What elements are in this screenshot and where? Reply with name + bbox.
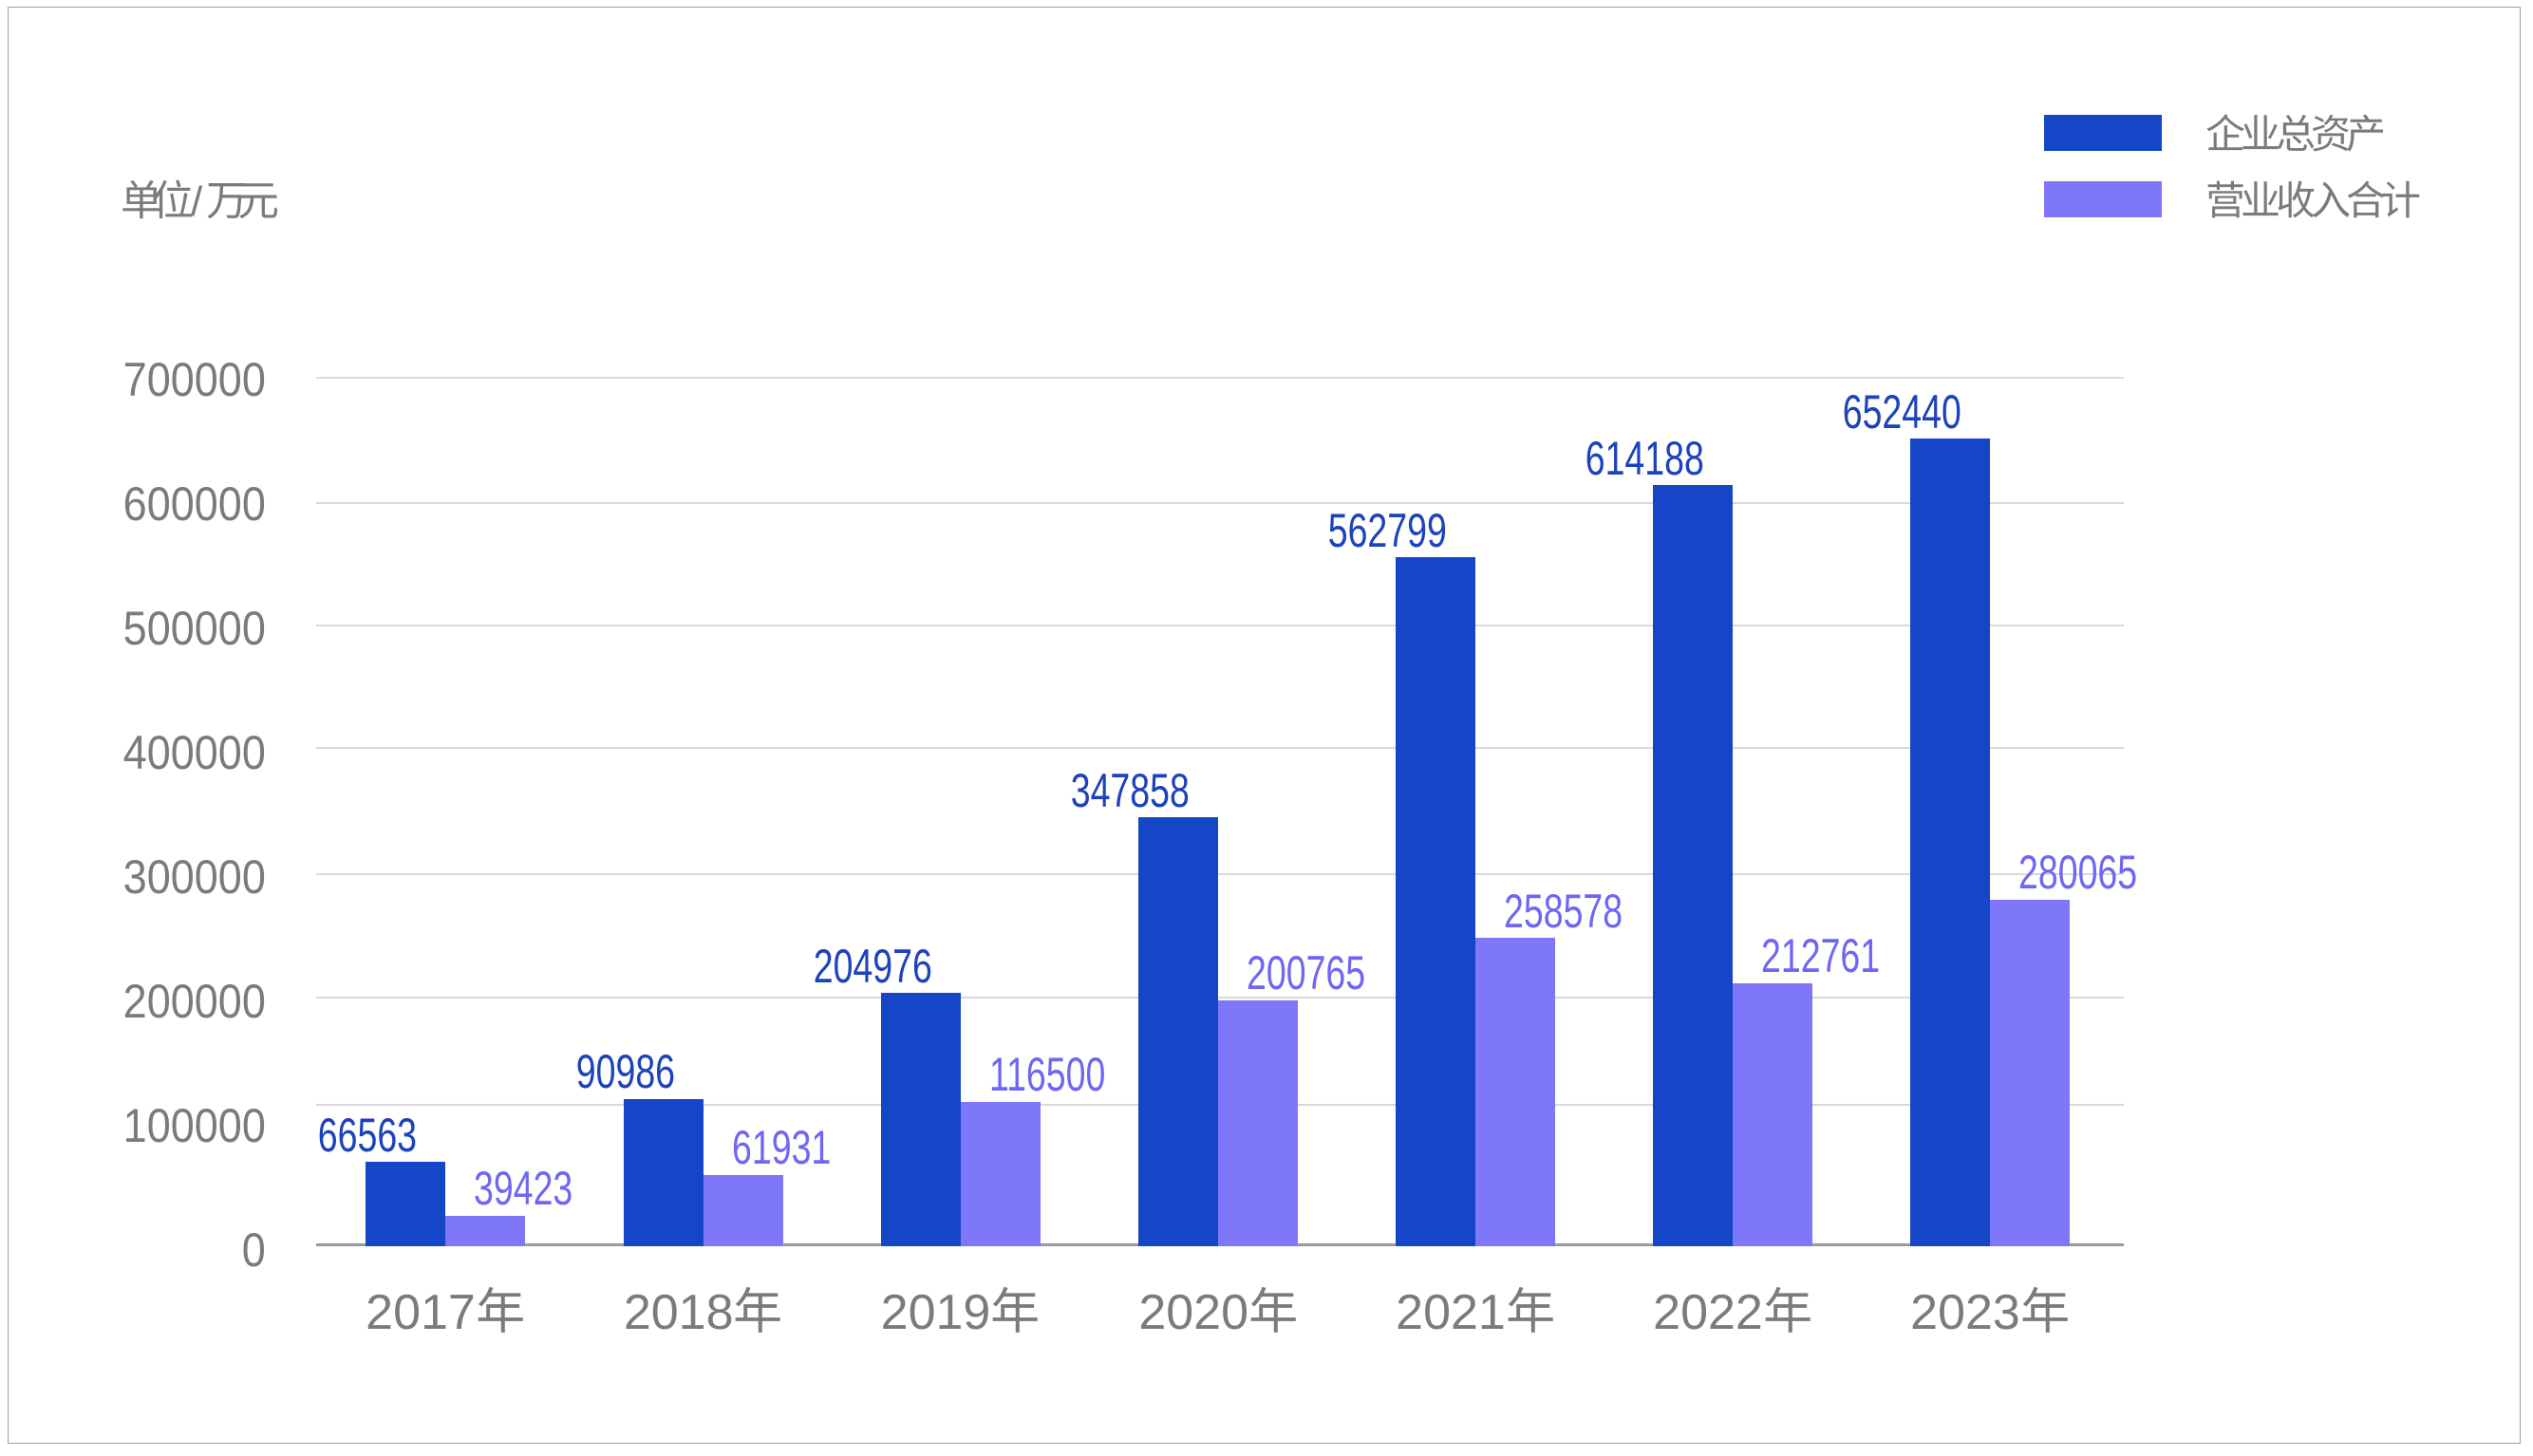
bar-operating-revenue-2018 [703,1174,783,1246]
cjk-glyph-5e74 [476,1285,525,1335]
y-tick-label-400000: 400000 [122,726,266,779]
cjk-glyph-5e74 [1248,1285,1298,1335]
x-tick-label-2020: 2020 [1138,1285,1298,1337]
x-tick-label-2017: 2017 [366,1285,525,1337]
bar-operating-revenue-2019 [960,1101,1041,1246]
gridline-400000 [316,747,2124,749]
x-tick-label-2022: 2022 [1653,1285,1812,1337]
gridline-500000 [316,624,2124,626]
cjk-glyph-5e74 [2020,1285,2070,1335]
legend-swatch-total-assets [2044,115,2162,151]
value-label-operating-revenue-2022: 212761 [1761,929,1881,983]
bar-operating-revenue-2021 [1475,938,1555,1246]
cjk-glyph-5e74 [1506,1285,1555,1335]
x-tick-label-2019: 2019 [881,1285,1041,1337]
value-label-operating-revenue-2020: 200765 [1247,946,1366,1000]
bar-total-assets-2022 [1653,485,1733,1246]
gridline-600000 [316,501,2124,504]
value-label-total-assets-2017: 66563 [317,1108,417,1162]
bar-total-assets-2021 [1396,557,1475,1246]
value-label-operating-revenue-2018: 61931 [731,1121,831,1175]
cjk-glyph-5e74 [990,1285,1040,1335]
value-label-operating-revenue-2017: 39423 [474,1162,573,1216]
gridline-700000 [316,377,2124,380]
cjk-glyph-8ba1 [2381,179,2421,219]
legend-label-operating-revenue[interactable] [2205,179,2416,221]
canvas-border [8,7,2521,1444]
gridline-300000 [316,873,2124,875]
y-tick-label-200000: 200000 [122,975,266,1028]
y-tick-label-600000: 600000 [122,477,266,531]
bar-total-assets-2017 [366,1162,445,1246]
value-label-operating-revenue-2021: 258578 [1504,885,1623,939]
cjk-glyph-8d44 [2311,113,2351,153]
cjk-glyph-603b [2276,113,2316,153]
cjk-glyph-4f01 [2205,113,2245,153]
cjk-glyph-5408 [2346,179,2386,219]
bar-total-assets-2020 [1138,816,1219,1246]
y-axis-unit-label: / [121,178,269,223]
bar-operating-revenue-2022 [1733,982,1812,1246]
y-tick-label-0: 0 [241,1223,266,1277]
cjk-glyph-4f4d [152,178,194,220]
value-label-total-assets-2019: 204976 [813,939,932,993]
value-label-total-assets-2023: 652440 [1842,384,1961,439]
cjk-glyph-5e74 [734,1285,783,1335]
bar-total-assets-2018 [623,1098,704,1246]
bar-total-assets-2023 [1910,439,1990,1246]
value-label-total-assets-2022: 614188 [1585,432,1704,486]
value-label-total-assets-2020: 347858 [1071,763,1191,817]
gridline-200000 [316,997,2124,999]
cjk-glyph-6536 [2276,179,2316,219]
x-tick-label-2023: 2023 [1910,1285,2070,1337]
cjk-glyph-5165 [2311,179,2351,219]
cjk-glyph-4e1a [2241,179,2280,219]
cjk-glyph-4e1a [2241,113,2280,153]
y-tick-label-300000: 300000 [122,850,266,904]
bar-operating-revenue-2023 [1990,899,2070,1246]
y-tick-label-500000: 500000 [122,602,266,655]
y-tick-label-700000: 700000 [122,353,266,406]
legend-label-total-assets[interactable] [2205,113,2381,155]
bar-operating-revenue-2020 [1218,999,1299,1246]
value-label-total-assets-2021: 562799 [1327,503,1447,557]
value-label-total-assets-2018: 90986 [575,1045,675,1099]
cjk-glyph-5143 [237,178,279,220]
legend-swatch-operating-revenue [2044,180,2162,217]
bar-total-assets-2019 [880,993,961,1246]
y-tick-label-100000: 100000 [122,1099,266,1152]
x-tick-label-2018: 2018 [624,1285,783,1337]
value-label-operating-revenue-2023: 280065 [2018,846,2138,900]
cjk-glyph-4ea7 [2346,113,2386,153]
cjk-glyph-5e74 [1763,1285,1812,1335]
x-tick-label-2021: 2021 [1396,1285,1555,1337]
value-label-operating-revenue-2019: 116500 [988,1048,1105,1102]
cjk-glyph-8425 [2205,179,2245,219]
bar-operating-revenue-2017 [445,1215,525,1246]
